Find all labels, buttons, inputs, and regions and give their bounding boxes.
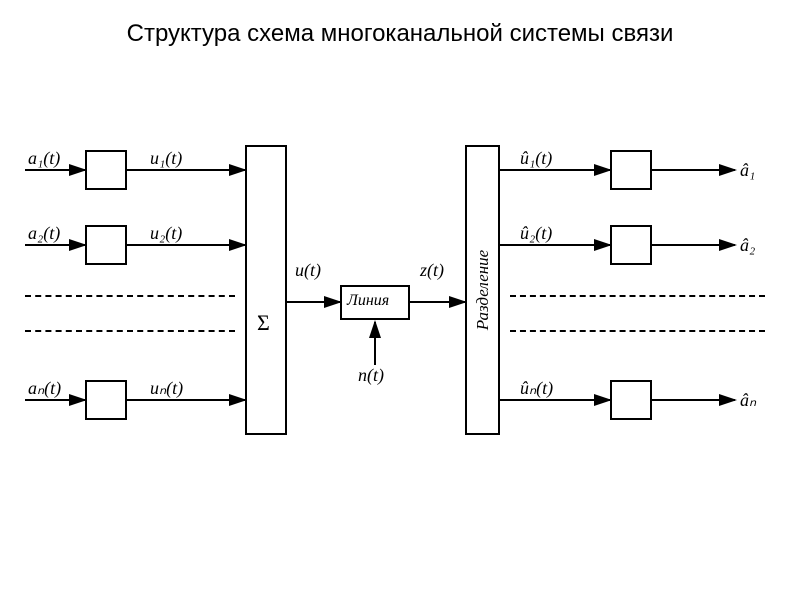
label-uh2: û₂(t) <box>520 223 552 244</box>
label-uhn: ûₙ(t) <box>520 378 553 399</box>
label-a1: a₁(t) <box>28 148 60 169</box>
label-un: uₙ(t) <box>150 378 183 399</box>
line-label: Линия <box>347 292 389 310</box>
sum-label: Σ <box>257 310 270 336</box>
label-an: aₙ(t) <box>28 378 61 399</box>
label-u1: u₁(t) <box>150 148 182 169</box>
encoder-box-1 <box>85 150 127 190</box>
encoder-box-n <box>85 380 127 420</box>
dashed-line <box>510 295 765 297</box>
label-a2: a₂(t) <box>28 223 60 244</box>
label-ah2: â₂ <box>740 235 755 256</box>
encoder-box-2 <box>85 225 127 265</box>
label-u: u(t) <box>295 260 321 281</box>
label-n: n(t) <box>358 365 384 386</box>
dashed-line <box>25 330 235 332</box>
separation-label: Разделение <box>473 245 493 335</box>
sum-box <box>245 145 287 435</box>
label-ah1: â₁ <box>740 160 755 181</box>
decoder-box-n <box>610 380 652 420</box>
label-ahn: âₙ <box>740 390 756 411</box>
label-uh1: û₁(t) <box>520 148 552 169</box>
dashed-line <box>25 295 235 297</box>
label-u2: u₂(t) <box>150 223 182 244</box>
block-diagram: Σ Линия Разделение a₁(t) a₂(t) aₙ(t) u₁(… <box>20 120 780 460</box>
dashed-line <box>510 330 765 332</box>
label-z: z(t) <box>420 260 444 281</box>
page-title: Структура схема многоканальной системы с… <box>0 0 800 48</box>
decoder-box-2 <box>610 225 652 265</box>
decoder-box-1 <box>610 150 652 190</box>
